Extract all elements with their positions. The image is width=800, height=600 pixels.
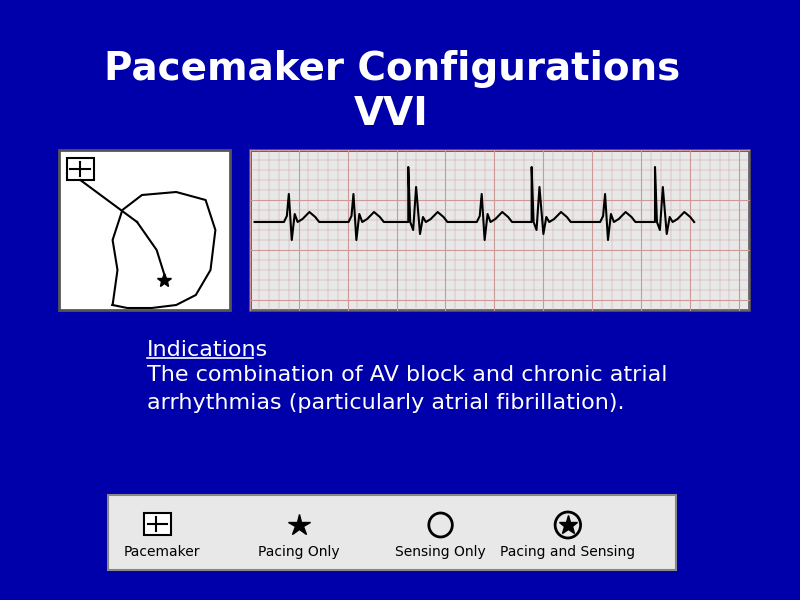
Bar	[144, 513, 171, 535]
FancyBboxPatch shape	[250, 150, 749, 310]
Text: Pacing and Sensing: Pacing and Sensing	[500, 545, 635, 559]
FancyBboxPatch shape	[58, 150, 230, 310]
Text: VVI: VVI	[354, 95, 429, 133]
Text: Indications: Indications	[147, 340, 268, 360]
Text: Sensing Only: Sensing Only	[395, 545, 486, 559]
Text: Pacemaker: Pacemaker	[123, 545, 200, 559]
FancyBboxPatch shape	[108, 495, 675, 570]
Text: The combination of AV block and chronic atrial
arrhythmias (particularly atrial : The combination of AV block and chronic …	[147, 365, 667, 413]
Text: Pacing Only: Pacing Only	[258, 545, 339, 559]
Text: Pacemaker Configurations: Pacemaker Configurations	[103, 50, 680, 88]
Bar	[66, 158, 94, 180]
